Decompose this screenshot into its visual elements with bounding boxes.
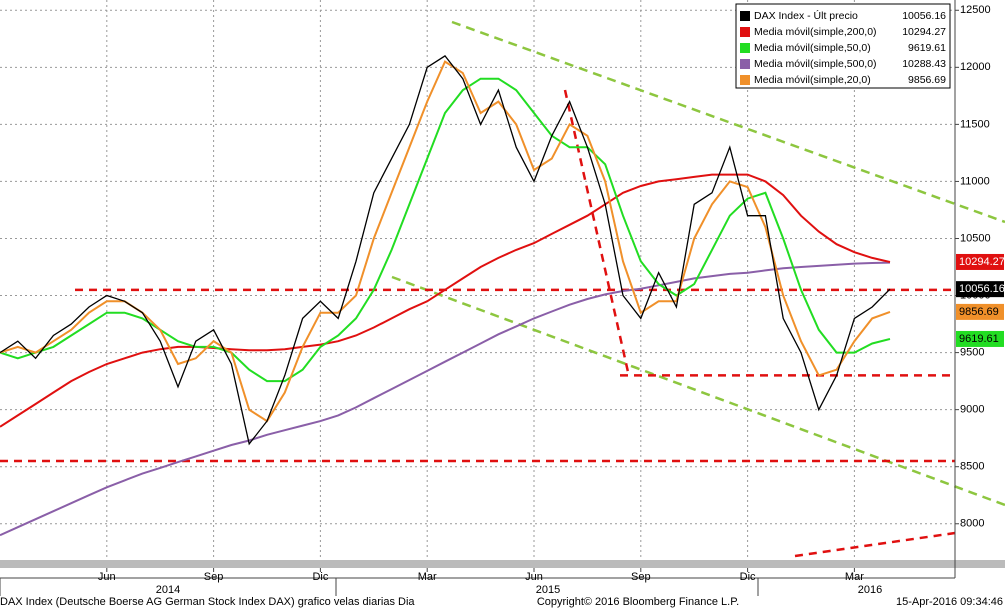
legend-swatch (740, 27, 750, 37)
y-tick-label: 11500 (960, 118, 990, 130)
trend-lines (391, 20, 1005, 558)
legend-value: 10288.43 (902, 58, 946, 70)
legend-value: 10294.27 (902, 26, 946, 38)
x-tick-label: Mar (845, 571, 864, 583)
year-label: 2015 (536, 584, 560, 596)
series-line (0, 261, 891, 537)
legend-box (735, 3, 951, 89)
series-line (0, 60, 891, 423)
value-tag (956, 303, 1004, 320)
trend-line (563, 89, 630, 373)
year-label: 2014 (156, 584, 180, 596)
legend-swatch (740, 11, 750, 21)
legend: DAX Index - Últ precio 10056.16 Media móvi… (735, 3, 951, 89)
value-tag (956, 330, 1004, 347)
x-tick-label: Sep (631, 571, 651, 583)
legend-label: Media móvil(simple,200,0) (754, 26, 877, 38)
series-line (0, 173, 891, 428)
trend-line (391, 275, 1005, 507)
y-tick-label: 8500 (960, 461, 984, 473)
scroll-strip (0, 560, 1005, 568)
x-tick-label: Jun (98, 571, 116, 583)
x-tick-label: Jun (525, 571, 543, 583)
y-tick-label: 8000 (960, 518, 984, 530)
x-tick-label: Mar (418, 571, 437, 583)
legend-value: 10056.16 (902, 10, 946, 22)
trend-line (451, 20, 1005, 224)
footer-right: 15-Apr-2016 09:34:46 (896, 596, 1003, 608)
value-tag-label: 9856.69 (959, 306, 999, 318)
footer-center: Copyright© 2016 Bloomberg Finance L.P. (537, 596, 739, 608)
x-tick-label: Dic (740, 571, 756, 583)
year-label: 2016 (858, 584, 882, 596)
y-tick-label: 10500 (960, 232, 991, 244)
legend-label: DAX Index - Últ precio (754, 9, 858, 22)
value-tag (956, 253, 1004, 270)
legend-swatch (740, 43, 750, 53)
legend-label: Media móvil(simple,500,0) (754, 58, 877, 70)
legend-swatch (740, 59, 750, 69)
legend-label: Media móvil(simple,50,0) (754, 42, 871, 54)
value-tag-label: 9619.61 (959, 333, 999, 345)
y-tick-label: 11000 (960, 175, 990, 187)
y-tick-label: 12000 (960, 61, 991, 73)
plot (0, 55, 955, 537)
value-tag-label: 10294.27 (959, 256, 1005, 268)
value-tag (956, 281, 1004, 298)
legend-value: 9619.61 (908, 42, 946, 54)
footer-left: DAX Index (Deutsche Boerse AG German Sto… (0, 596, 415, 608)
legend-label: Media móvil(simple,20,0) (754, 74, 871, 86)
x-tick-label: Sep (204, 571, 224, 583)
legend-value: 9856.69 (908, 74, 946, 86)
y-tick-label: 9500 (960, 347, 984, 359)
legend-swatch (740, 75, 750, 85)
y-tick-label: 12500 (960, 4, 991, 16)
value-tag-label: 10056.16 (959, 283, 1005, 295)
x-tick-label: Dic (312, 571, 328, 583)
series-line (0, 55, 891, 446)
y-tick-label: 9000 (960, 404, 984, 416)
